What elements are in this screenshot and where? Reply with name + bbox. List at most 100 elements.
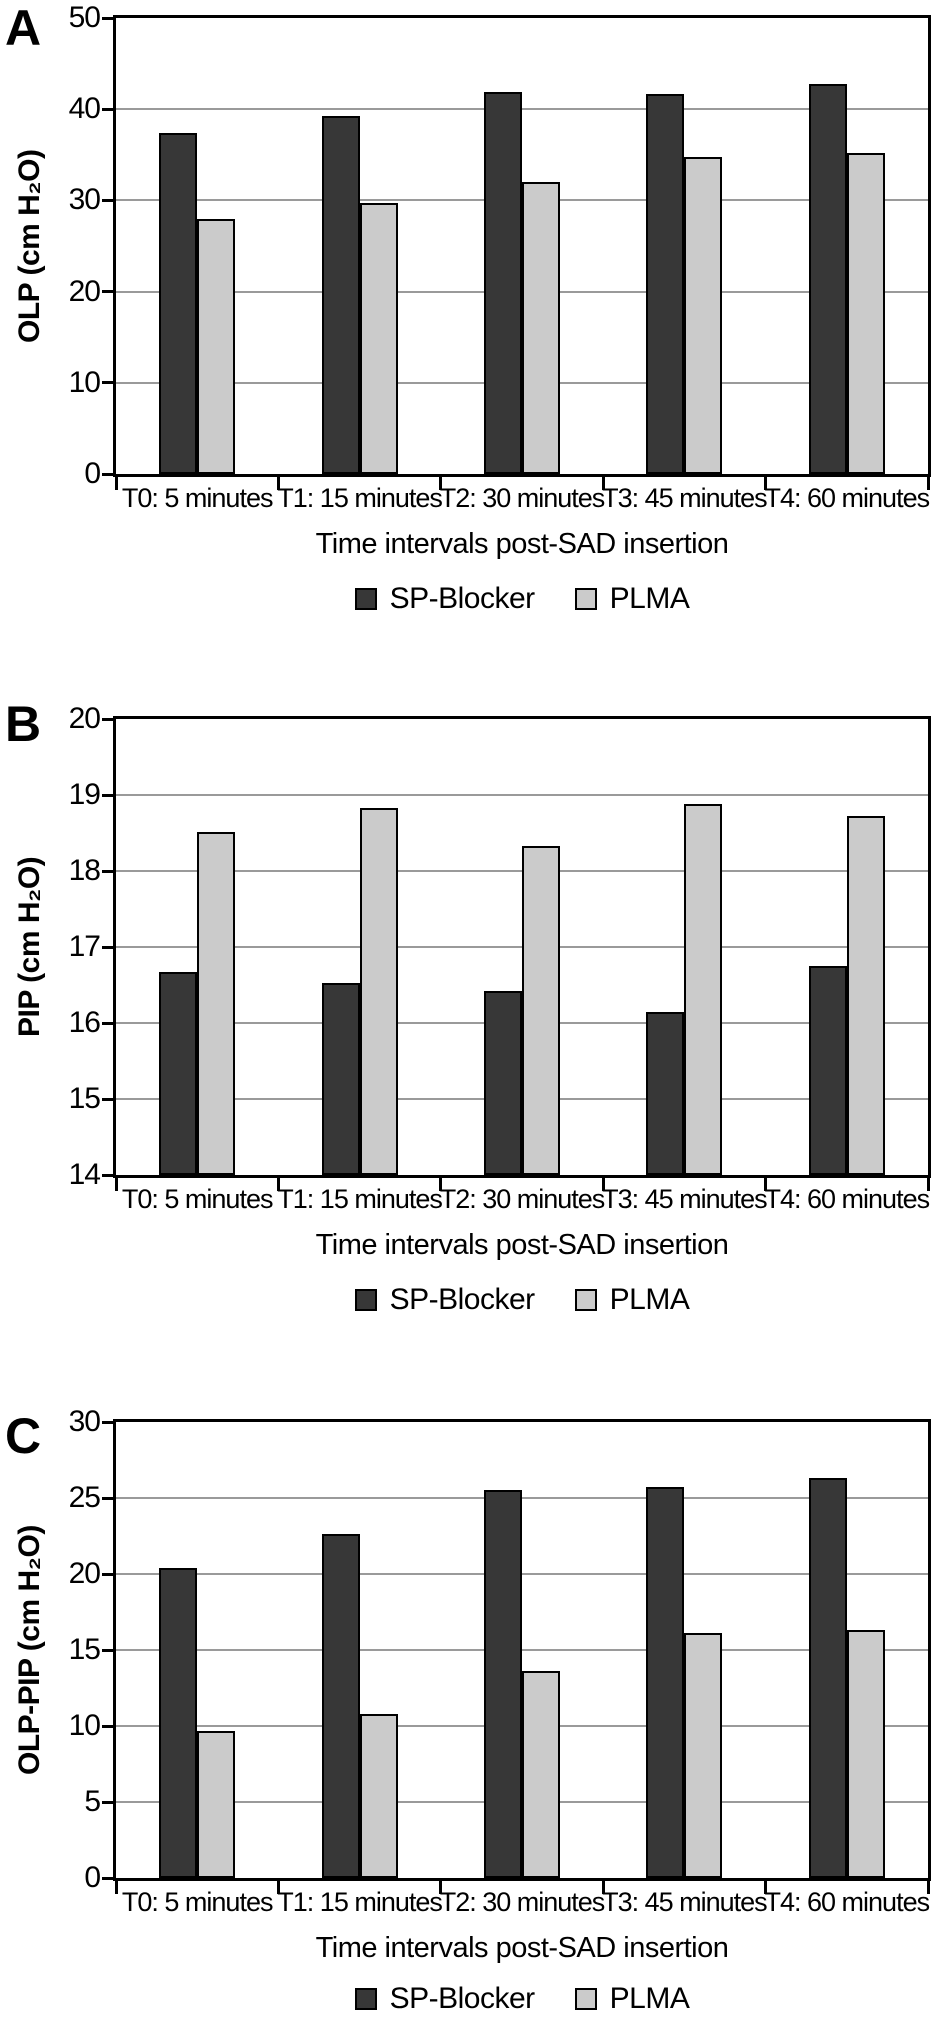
y-tick-mark-15 <box>102 1648 113 1652</box>
y-tick-label-0: 0 <box>84 1861 101 1894</box>
legend-item-plma: PLMA <box>574 1283 690 1317</box>
y-tick-label-17: 17 <box>68 930 101 963</box>
chart-panel-c: C OLP-PIP (cm H₂O) 0 5 10 15 20 25 30 T0: 5 mi… <box>0 1405 934 2017</box>
gridline-y-25 <box>116 1497 928 1499</box>
y-tick-label-15: 15 <box>68 1633 101 1666</box>
legend-item-plma: PLMA <box>574 1982 690 2016</box>
bar-sp-blocker-t3 <box>646 94 684 474</box>
x-tick-mark-2 <box>439 1178 443 1191</box>
bar-plma-t1 <box>360 808 398 1175</box>
legend-label-sp-blocker: SP-Blocker <box>389 582 536 615</box>
y-tick-label-50: 50 <box>68 1 101 34</box>
x-axis-title-b: Time intervals post-SAD insertion <box>315 1229 729 1261</box>
x-tick-label-t1: T1: 15 minutes <box>277 1887 443 1917</box>
y-tick-mark-0 <box>102 1876 113 1880</box>
bar-plma-t2 <box>522 182 560 474</box>
bar-sp-blocker-t1 <box>322 116 360 474</box>
bar-plma-t2 <box>522 1671 560 1878</box>
y-tick-label-5: 5 <box>84 1785 101 1818</box>
y-tick-label-20: 20 <box>68 274 101 308</box>
x-tick-mark-4 <box>764 477 768 490</box>
legend-label-plma: PLMA <box>609 1982 690 2015</box>
legend-item-sp-blocker: SP-Blocker <box>354 1283 535 1317</box>
legend-a: SP-Blocker PLMA <box>116 581 928 617</box>
y-tick-mark-0 <box>102 472 113 476</box>
x-tick-label-t0: T0: 5 minutes <box>121 483 274 513</box>
chart-panel-b: B PIP (cm H₂O) 14 15 16 17 18 19 20 T0: 5 minu… <box>0 687 934 1318</box>
plot-area-a: OLP (cm H₂O) 0 10 20 30 40 50 <box>13 3 931 490</box>
x-tick-mark-5 <box>926 1881 930 1894</box>
x-tick-mark-5 <box>926 1178 930 1191</box>
y-tick-label-30: 30 <box>68 1405 101 1438</box>
x-tick-mark-0 <box>114 1881 118 1894</box>
bar-sp-blocker-t4 <box>809 1478 847 1878</box>
x-tick-label-t3: T3: 45 minutes <box>602 1887 768 1917</box>
x-tick-label-t2: T2: 30 minutes <box>439 1184 606 1214</box>
bar-sp-blocker-t2 <box>484 991 522 1175</box>
x-tick-label-t4: T4: 60 minutes <box>764 1184 931 1214</box>
legend-label-plma: PLMA <box>609 1283 690 1316</box>
bar-sp-blocker-t4 <box>809 966 847 1175</box>
panel-letter-a: A <box>5 0 41 56</box>
gridline-y-20 <box>116 1573 928 1575</box>
y-tick-mark-20 <box>102 717 113 721</box>
legend-label-sp-blocker: SP-Blocker <box>389 1982 536 2015</box>
x-tick-label-t2: T2: 30 minutes <box>439 483 606 513</box>
y-tick-mark-19 <box>102 793 113 797</box>
bar-plma-t0 <box>197 1731 235 1878</box>
bar-sp-blocker-t1 <box>322 1534 360 1878</box>
legend-swatch-plma-icon <box>574 588 597 610</box>
y-tick-mark-10 <box>102 1724 113 1728</box>
bar-plma-t4 <box>847 816 885 1175</box>
x-tick-mark-4 <box>764 1178 768 1191</box>
x-tick-mark-1 <box>276 1881 280 1894</box>
bar-sp-blocker-t2 <box>484 1490 522 1878</box>
x-tick-label-t4: T4: 60 minutes <box>764 483 931 513</box>
legend-swatch-plma-icon <box>574 1289 597 1311</box>
gridline-y-40 <box>116 108 928 111</box>
x-axis-title-c: Time intervals post-SAD insertion <box>315 1932 729 1964</box>
bar-plma-t3 <box>684 1633 722 1878</box>
legend-b: SP-Blocker PLMA <box>116 1282 928 1318</box>
legend-swatch-plma-icon <box>574 1988 597 2010</box>
gridline-y-15 <box>116 1649 928 1651</box>
y-tick-label-30: 30 <box>68 183 101 217</box>
y-tick-label-16: 16 <box>68 1006 101 1039</box>
bar-plma-t0 <box>197 832 235 1175</box>
chart-panel-a: A OLP (cm H₂O) 0 10 20 30 40 50 T0: 5 minutes… <box>0 0 934 617</box>
bar-sp-blocker-t2 <box>484 92 522 474</box>
bar-sp-blocker-t1 <box>322 983 360 1175</box>
panel-letter-c: C <box>5 1408 41 1464</box>
x-tick-label-t3: T3: 45 minutes <box>602 1184 768 1214</box>
legend-swatch-sp-blocker-icon <box>354 1289 377 1311</box>
x-tick-mark-1 <box>276 1178 280 1191</box>
y-tick-mark-20 <box>102 290 113 294</box>
y-tick-mark-30 <box>102 198 113 202</box>
bar-plma-t4 <box>847 153 885 474</box>
y-tick-mark-5 <box>102 1800 113 1804</box>
y-tick-mark-10 <box>102 381 113 385</box>
y-tick-label-14: 14 <box>68 1158 101 1191</box>
bar-plma-t3 <box>684 804 722 1175</box>
x-tick-mark-2 <box>439 1881 443 1894</box>
legend-c: SP-Blocker PLMA <box>116 1981 928 2017</box>
y-tick-label-20: 20 <box>68 702 101 735</box>
x-tick-mark-0 <box>114 1178 118 1191</box>
bar-plma-t1 <box>360 1714 398 1878</box>
y-tick-label-0: 0 <box>84 457 101 490</box>
y-tick-mark-17 <box>102 945 113 949</box>
legend-label-plma: PLMA <box>609 582 690 615</box>
y-axis-label-a: OLP (cm H₂O) <box>13 149 46 343</box>
x-tick-mark-1 <box>276 477 280 490</box>
x-tick-label-t3: T3: 45 minutes <box>602 483 768 513</box>
y-tick-mark-50 <box>102 16 113 20</box>
y-tick-mark-20 <box>102 1572 113 1576</box>
y-tick-label-10: 10 <box>68 1709 101 1742</box>
bar-sp-blocker-t0 <box>159 972 197 1175</box>
x-tick-mark-2 <box>439 477 443 490</box>
x-tick-label-t1: T1: 15 minutes <box>277 1184 443 1214</box>
y-tick-label-25: 25 <box>68 1481 101 1514</box>
y-tick-mark-18 <box>102 869 113 873</box>
legend-item-sp-blocker: SP-Blocker <box>354 582 536 616</box>
